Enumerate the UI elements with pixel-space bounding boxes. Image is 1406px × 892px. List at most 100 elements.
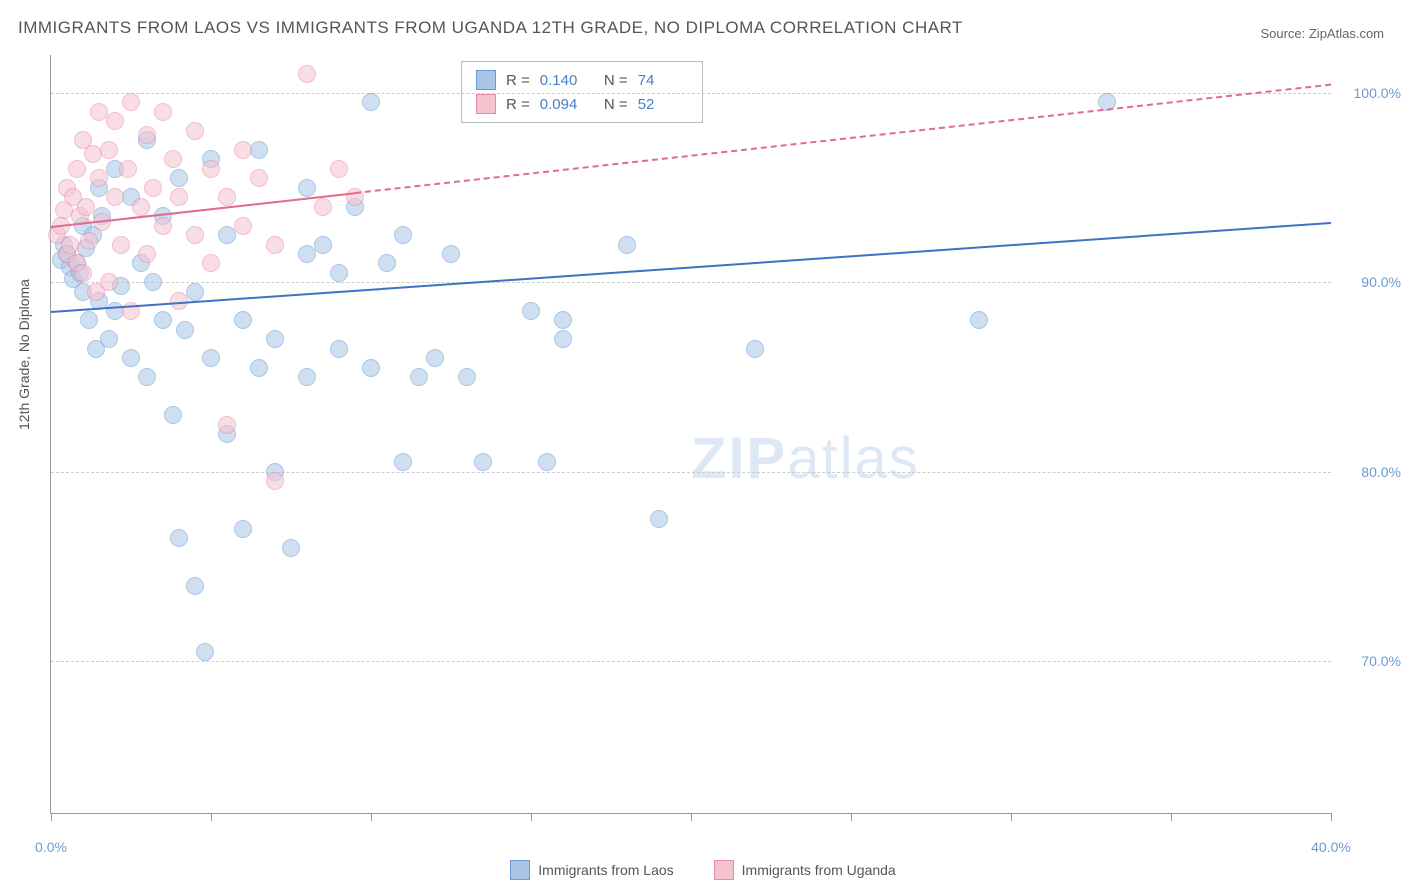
plot-area: ZIPatlas R =0.140 N =74R =0.094 N =52 70… [50, 55, 1331, 814]
scatter-point [330, 264, 348, 282]
scatter-point [458, 368, 476, 386]
scatter-point [77, 198, 95, 216]
y-tick-label: 100.0% [1354, 85, 1401, 101]
legend-label: Immigrants from Uganda [742, 862, 896, 878]
x-tick-label: 40.0% [1311, 839, 1351, 855]
x-tick [211, 813, 212, 821]
scatter-point [138, 368, 156, 386]
scatter-point [250, 141, 268, 159]
legend-item: Immigrants from Laos [510, 860, 673, 880]
y-tick-label: 70.0% [1361, 653, 1401, 669]
scatter-point [298, 368, 316, 386]
scatter-point [74, 264, 92, 282]
scatter-point [144, 179, 162, 197]
chart-container: IMMIGRANTS FROM LAOS VS IMMIGRANTS FROM … [0, 0, 1406, 892]
scatter-point [186, 122, 204, 140]
scatter-point [378, 254, 396, 272]
scatter-point [234, 141, 252, 159]
legend-swatch [476, 94, 496, 114]
x-tick [1331, 813, 1332, 821]
corr-legend-row: R = 0.094 N = 52 [476, 92, 688, 116]
corr-legend-row: R = 0.140 N = 74 [476, 68, 688, 92]
scatter-point [218, 416, 236, 434]
scatter-point [282, 539, 300, 557]
scatter-point [176, 321, 194, 339]
scatter-point [132, 198, 150, 216]
scatter-point [100, 141, 118, 159]
scatter-point [650, 510, 668, 528]
scatter-point [202, 349, 220, 367]
watermark-bold: ZIP [691, 426, 787, 491]
scatter-point [314, 236, 332, 254]
scatter-point [410, 368, 428, 386]
scatter-point [474, 453, 492, 471]
scatter-point [154, 103, 172, 121]
corr-r-value: 0.140 [540, 72, 590, 89]
watermark: ZIPatlas [691, 425, 920, 492]
scatter-point [970, 311, 988, 329]
gridline-h [51, 282, 1331, 283]
x-tick [691, 813, 692, 821]
scatter-point [122, 93, 140, 111]
scatter-point [234, 520, 252, 538]
y-axis-label: 12th Grade, No Diploma [16, 279, 32, 430]
scatter-point [394, 226, 412, 244]
scatter-point [330, 340, 348, 358]
scatter-point [138, 126, 156, 144]
corr-n-label: N = [600, 72, 628, 89]
scatter-point [164, 406, 182, 424]
scatter-point [186, 283, 204, 301]
scatter-point [106, 112, 124, 130]
y-tick-label: 80.0% [1361, 464, 1401, 480]
scatter-point [234, 217, 252, 235]
scatter-point [119, 160, 137, 178]
corr-n-value: 52 [638, 96, 688, 113]
scatter-point [554, 311, 572, 329]
gridline-h [51, 472, 1331, 473]
scatter-point [266, 472, 284, 490]
scatter-point [362, 93, 380, 111]
bottom-legend: Immigrants from Laos Immigrants from Ugan… [0, 860, 1406, 880]
scatter-point [330, 160, 348, 178]
x-tick [851, 813, 852, 821]
corr-r-label: R = [506, 72, 530, 89]
x-tick-label: 0.0% [35, 839, 67, 855]
x-tick [1011, 813, 1012, 821]
scatter-point [554, 330, 572, 348]
scatter-point [426, 349, 444, 367]
watermark-thin: atlas [787, 426, 920, 491]
x-tick [371, 813, 372, 821]
scatter-point [100, 273, 118, 291]
scatter-point [522, 302, 540, 320]
legend-item: Immigrants from Uganda [714, 860, 896, 880]
scatter-point [170, 169, 188, 187]
scatter-point [442, 245, 460, 263]
scatter-point [68, 160, 86, 178]
corr-n-label: N = [600, 96, 628, 113]
corr-n-value: 74 [638, 72, 688, 89]
trend-line [51, 222, 1331, 313]
scatter-point [186, 226, 204, 244]
scatter-point [154, 311, 172, 329]
scatter-point [250, 169, 268, 187]
scatter-point [80, 232, 98, 250]
scatter-point [298, 179, 316, 197]
x-tick [1171, 813, 1172, 821]
scatter-point [186, 577, 204, 595]
gridline-h [51, 661, 1331, 662]
scatter-point [164, 150, 182, 168]
scatter-point [266, 330, 284, 348]
scatter-point [138, 245, 156, 263]
scatter-point [314, 198, 332, 216]
scatter-point [106, 188, 124, 206]
scatter-point [298, 245, 316, 263]
corr-r-label: R = [506, 96, 530, 113]
scatter-point [122, 349, 140, 367]
scatter-point [218, 188, 236, 206]
chart-title: IMMIGRANTS FROM LAOS VS IMMIGRANTS FROM … [18, 18, 963, 38]
scatter-point [154, 217, 172, 235]
scatter-point [618, 236, 636, 254]
scatter-point [100, 330, 118, 348]
corr-r-value: 0.094 [540, 96, 590, 113]
scatter-point [112, 236, 130, 254]
